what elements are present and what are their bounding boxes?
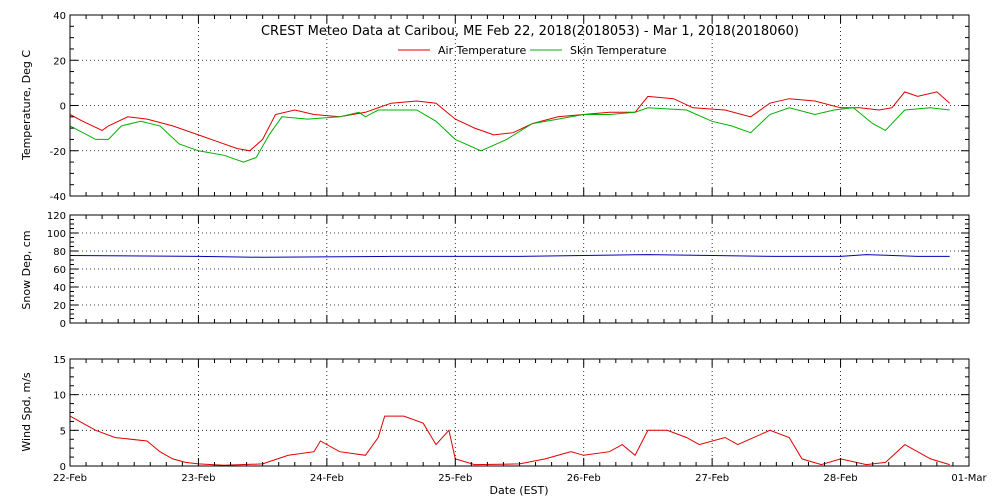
x-tick-label: 27-Feb	[695, 473, 729, 484]
y-tick-label-temp: -20	[50, 147, 66, 158]
y-tick-label-snow: 100	[47, 229, 66, 240]
y-tick-label-temp: 20	[53, 56, 66, 67]
y-tick-label-wind: 0	[60, 462, 66, 473]
x-tick-label: 23-Feb	[181, 473, 215, 484]
x-tick-label: 22-Feb	[53, 473, 87, 484]
text-layer: CREST Meteo Data at Caribou, ME Feb 22, …	[20, 11, 987, 497]
legend: Air Temperature Skin Temperature	[398, 44, 667, 57]
plot-frame-wind	[69, 358, 970, 467]
series-line-temp-0	[69, 91, 951, 152]
x-tick-label: 28-Feb	[824, 473, 858, 484]
y-tick-label-temp: 0	[60, 102, 66, 113]
legend-label-skin: Skin Temperature	[570, 44, 667, 57]
y-axis-label-temperature: Temperature, Deg C	[20, 50, 33, 161]
x-tick-label: 25-Feb	[438, 473, 472, 484]
series-line-temp-1	[69, 107, 950, 163]
x-axis-label: Date (EST)	[489, 484, 548, 497]
y-tick-label-temp: -40	[50, 192, 66, 203]
x-tick-label: 01-Mar	[951, 473, 987, 484]
y-tick-label-snow: 60	[53, 265, 66, 276]
y-tick-label-wind: 15	[53, 355, 66, 366]
y-tick-label-temp: 40	[53, 11, 66, 22]
x-tick-label: 26-Feb	[567, 473, 601, 484]
y-tick-label-snow: 80	[53, 247, 66, 258]
y-tick-label-wind: 10	[53, 391, 66, 402]
frame-layer	[69, 14, 970, 467]
y-tick-label-snow: 120	[47, 211, 66, 222]
legend-label-air: Air Temperature	[438, 44, 527, 57]
series-layer	[69, 91, 951, 466]
y-tick-label-snow: 0	[60, 319, 66, 330]
series-line-wind-0	[69, 415, 950, 466]
y-tick-label-snow: 40	[53, 283, 66, 294]
grid-layer	[70, 15, 969, 466]
y-tick-label-wind: 5	[60, 426, 66, 437]
x-tick-label: 24-Feb	[310, 473, 344, 484]
y-axis-label-snow: Snow Dep, cm	[20, 230, 33, 309]
series-line-snow-0	[69, 254, 950, 258]
chart-title: CREST Meteo Data at Caribou, ME Feb 22, …	[261, 24, 799, 39]
y-axis-label-wind: Wind Spd, m/s	[20, 372, 33, 452]
y-tick-label-snow: 20	[53, 301, 66, 312]
